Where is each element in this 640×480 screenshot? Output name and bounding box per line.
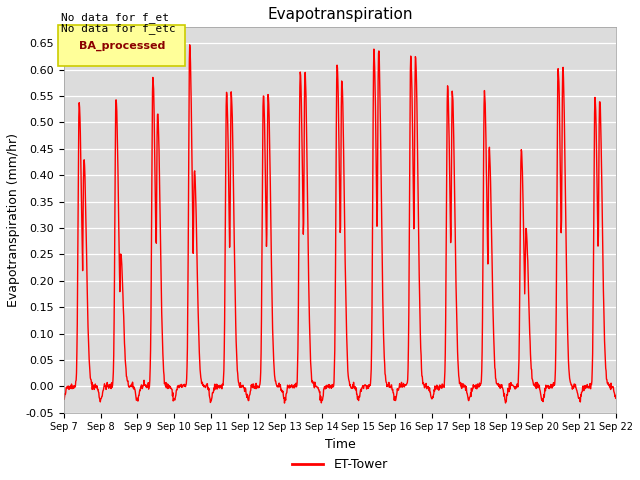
Title: Evapotranspiration: Evapotranspiration: [268, 7, 413, 22]
X-axis label: Time: Time: [324, 438, 355, 451]
FancyBboxPatch shape: [58, 25, 186, 66]
Legend: ET-Tower: ET-Tower: [287, 453, 393, 476]
Text: No data for f_etc: No data for f_etc: [61, 23, 175, 34]
Text: No data for f_et: No data for f_et: [61, 12, 169, 23]
Text: BA_processed: BA_processed: [79, 40, 165, 50]
Y-axis label: Evapotranspiration (mm/hr): Evapotranspiration (mm/hr): [7, 133, 20, 307]
